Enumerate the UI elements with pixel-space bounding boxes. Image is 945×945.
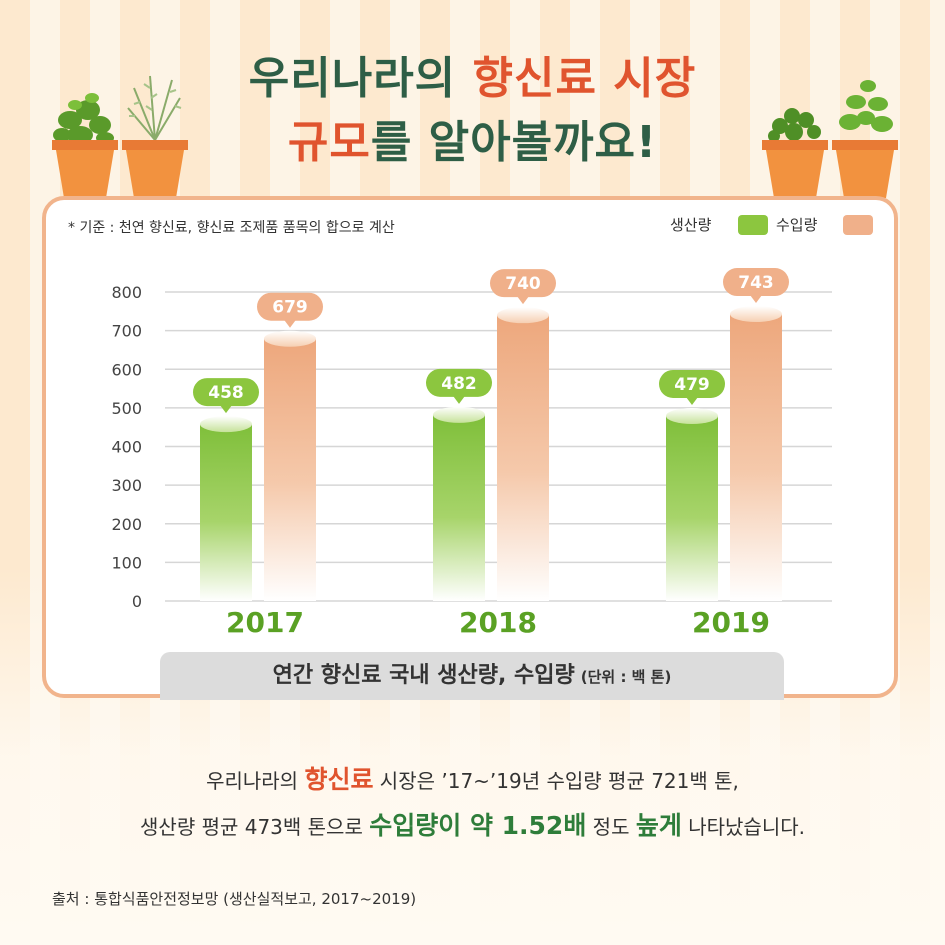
- y-tick-label: 600: [111, 360, 142, 379]
- y-tick-label: 0: [132, 592, 142, 611]
- data-label-production-2017: 458: [193, 378, 259, 414]
- data-label-pointer: [453, 395, 465, 404]
- data-label-pointer: [686, 396, 698, 405]
- data-label-pointer: [750, 295, 762, 304]
- summary-text: 우리나라의: [206, 769, 305, 793]
- bar-production-2017: [200, 424, 252, 601]
- mint-pot-icon: [832, 80, 898, 198]
- summary-text: 정도: [586, 815, 636, 839]
- bar-production-2018: [433, 414, 485, 601]
- y-tick-label: 200: [111, 515, 142, 534]
- summary-line-2: 생산량 평균 473백 톤으로 수입량이 약 1.52배 정도 높게 나타났습니…: [0, 806, 945, 842]
- title-text-orange-2: 규모: [287, 117, 371, 168]
- legend-swatch-import: [843, 215, 873, 235]
- bars: [200, 306, 782, 601]
- legend-swatch-production: [738, 215, 768, 235]
- bar-cap-import-2018: [497, 307, 549, 324]
- title-text-green-2: 를 알아볼까요!: [370, 117, 658, 168]
- data-label-production-2019: 479: [659, 369, 725, 405]
- legend-label-import: 수입량: [776, 216, 818, 234]
- data-label-text: 743: [738, 273, 774, 293]
- title-line-2: 규모를 알아볼까요!: [0, 106, 945, 170]
- chart-caption: 연간 향신료 국내 생산량, 수입량 (단위 : 백 톤): [160, 652, 784, 700]
- legend-label-production: 생산량: [670, 216, 712, 234]
- bar-production-2019: [666, 415, 718, 601]
- data-label-import-2019: 743: [723, 268, 789, 304]
- data-label-bubble: [193, 378, 259, 407]
- data-label-text: 479: [674, 375, 710, 395]
- y-axis-ticks: 800 700 600 500 400 300 200 100 0: [111, 283, 142, 611]
- data-labels: 458 679 482 740 479 743: [193, 268, 789, 414]
- data-label-pointer: [517, 296, 529, 305]
- bar-import-2019: [730, 314, 782, 601]
- summary-highlight-ratio: 수입량이 약 1.52배: [369, 811, 587, 840]
- data-label-text: 740: [505, 274, 541, 294]
- data-label-bubble: [257, 292, 323, 321]
- rosemary-pot-icon: [122, 75, 188, 198]
- summary-text: 나타났습니다.: [681, 815, 805, 839]
- data-label-pointer: [220, 405, 232, 414]
- data-label-text: 458: [208, 383, 244, 403]
- y-tick-label: 300: [111, 476, 142, 495]
- summary-text: 시장은 ’17~’19년 수입량 평균 721백 톤,: [373, 769, 739, 793]
- y-tick-label: 100: [111, 553, 142, 572]
- data-label-bubble: [723, 268, 789, 297]
- y-tick-label: 800: [111, 283, 142, 302]
- data-label-import-2018: 740: [490, 269, 556, 305]
- basil-pot-icon: [52, 93, 118, 198]
- data-label-production-2018: 482: [426, 368, 492, 404]
- summary-line-1: 우리나라의 향신료 시장은 ’17~’19년 수입량 평균 721백 톤,: [0, 760, 945, 796]
- bar-cap-production-2019: [666, 407, 718, 424]
- summary-highlight-higher: 높게: [635, 811, 682, 840]
- y-tick-label: 700: [111, 322, 142, 341]
- data-label-text: 482: [441, 374, 477, 394]
- source-note: 출처 : 통합식품안전정보망 (생산실적보고, 2017~2019): [52, 890, 417, 908]
- data-label-bubble: [490, 269, 556, 298]
- bar-cap-production-2017: [200, 416, 252, 433]
- chart-title: 연간 향신료 국내 생산량, 수입량: [272, 663, 575, 688]
- y-tick-label: 500: [111, 399, 142, 418]
- unit-label: (단위 : 백 톤): [580, 668, 672, 686]
- x-label-2019: 2019: [692, 606, 770, 639]
- bar-import-2018: [497, 315, 549, 601]
- bar-cap-import-2019: [730, 306, 782, 323]
- title-text-green: 우리나라의: [248, 53, 457, 104]
- bar-cap-import-2017: [264, 330, 316, 347]
- data-label-text: 679: [272, 298, 308, 318]
- bar-cap-production-2018: [433, 406, 485, 423]
- data-label-bubble: [426, 368, 492, 397]
- title-line-1: 우리나라의 향신료 시장: [0, 42, 945, 106]
- x-label-2018: 2018: [459, 606, 537, 639]
- basis-note: * 기준 : 천연 향신료, 향신료 조제품 품목의 합으로 계산: [68, 220, 395, 236]
- data-label-import-2017: 679: [257, 292, 323, 328]
- data-label-pointer: [284, 319, 296, 328]
- title-text-orange: 향신료 시장: [472, 53, 697, 104]
- parsley-pot-icon: [762, 108, 828, 198]
- y-tick-label: 400: [111, 438, 142, 457]
- x-label-2017: 2017: [226, 606, 304, 639]
- summary-highlight-spice: 향신료: [304, 765, 374, 794]
- data-label-bubble: [659, 369, 725, 398]
- summary-text: 생산량 평균 473백 톤으로: [140, 815, 370, 839]
- bar-import-2017: [264, 338, 316, 601]
